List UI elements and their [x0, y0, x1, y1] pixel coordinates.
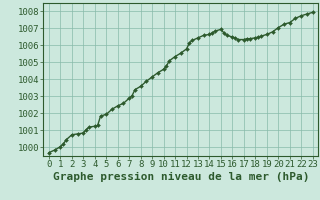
X-axis label: Graphe pression niveau de la mer (hPa): Graphe pression niveau de la mer (hPa) [52, 172, 309, 182]
